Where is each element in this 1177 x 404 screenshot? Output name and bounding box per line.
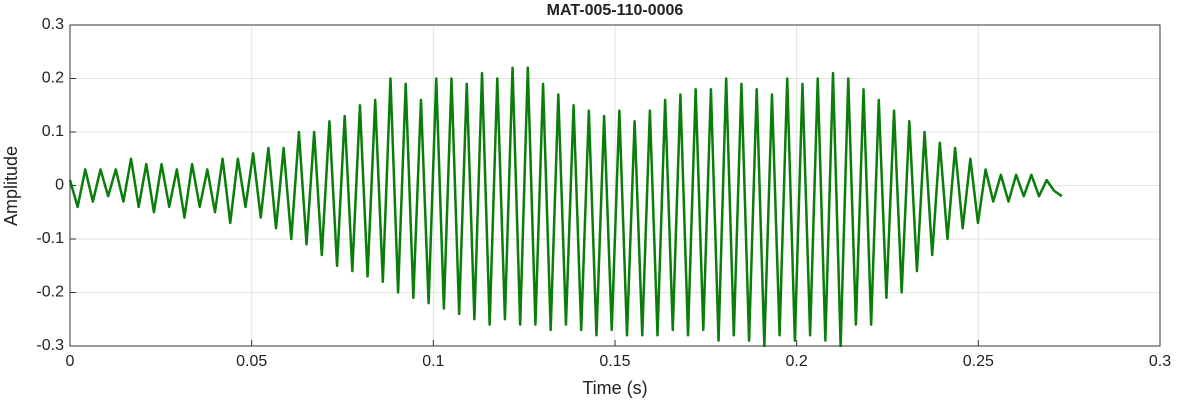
x-tick-label: 0.25: [963, 353, 994, 370]
chart-title: MAT-005-110-0006: [547, 2, 684, 19]
x-tick-label: 0.2: [786, 353, 808, 370]
y-tick-label: 0.2: [42, 70, 64, 87]
y-tick-label: -0.3: [36, 337, 64, 354]
y-tick-label: 0: [55, 177, 64, 194]
x-tick-label: 0.15: [599, 353, 630, 370]
x-tick-label: 0.1: [422, 353, 444, 370]
y-tick-label: 0.3: [42, 16, 64, 33]
x-tick-label: 0.3: [1149, 353, 1171, 370]
data-line: [68, 66, 1063, 348]
x-tick-label: 0: [66, 353, 75, 370]
x-axis-label: Time (s): [582, 378, 647, 398]
y-tick-label: -0.1: [36, 230, 64, 247]
y-tick-label: -0.2: [36, 284, 64, 301]
plot-frame: [69, 24, 1161, 347]
y-tick-label: 0.1: [42, 123, 64, 140]
x-tick-label: 0.05: [236, 353, 267, 370]
y-axis-label: Amplitude: [1, 146, 21, 226]
